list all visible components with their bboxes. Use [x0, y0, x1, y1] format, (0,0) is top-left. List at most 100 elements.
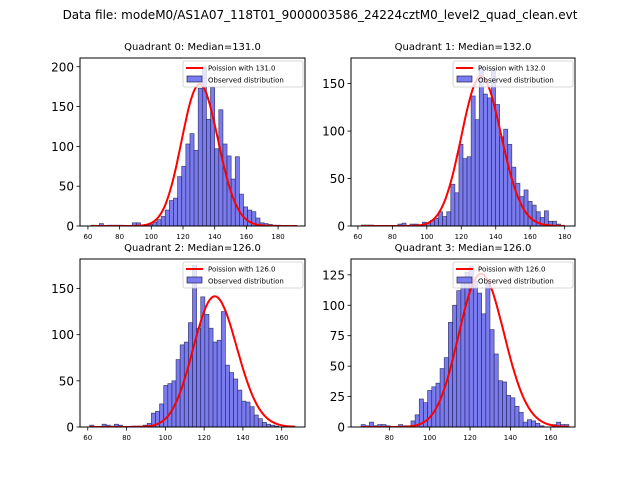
histogram-bar — [225, 364, 230, 427]
histogram-bar — [177, 176, 183, 226]
histogram-bar — [218, 109, 224, 226]
x-tick-label: 180 — [558, 233, 571, 241]
legend: Poission with 131.0 Observed distribution — [182, 60, 304, 88]
poisson-curve — [91, 83, 298, 226]
histogram-bars — [360, 265, 570, 427]
histogram-bar — [237, 389, 243, 427]
legend-label-observed: Observed distribution — [478, 77, 554, 85]
histogram-bar — [535, 422, 541, 427]
histogram-bar — [167, 383, 173, 427]
histogram-bar — [188, 322, 193, 427]
histogram-bar — [189, 133, 195, 226]
x-tick-label: 120 — [455, 233, 468, 241]
y-tick-label: 150 — [322, 77, 345, 91]
subplot-title: Quadrant 0: Median=131.0 — [124, 42, 261, 53]
histogram-bar — [206, 118, 211, 226]
legend: Poission with 126.0 Observed distribution — [182, 261, 304, 289]
histogram-bar — [472, 280, 478, 427]
histogram-bar — [193, 150, 199, 226]
x-tick-label: 80 — [122, 434, 131, 442]
histogram-bar — [514, 405, 520, 427]
x-tick-label: 140 — [236, 434, 249, 442]
histogram-bar — [466, 156, 472, 226]
histogram-bar — [156, 219, 162, 226]
histogram-bar — [454, 192, 460, 226]
legend-label-observed: Observed distribution — [208, 278, 284, 286]
histogram-bar — [477, 292, 482, 427]
legend-label-poisson: Poission with 126.0 — [208, 266, 276, 274]
legend-label-poisson: Poission with 126.0 — [478, 266, 546, 274]
histogram-bar — [539, 425, 545, 427]
x-tick-label: 100 — [159, 434, 172, 442]
y-tick-label: 100 — [51, 140, 74, 154]
histogram-bar — [255, 217, 261, 226]
legend: Poission with 132.0 Observed distribution — [452, 60, 574, 88]
subplot-quadrant-3: Quadrant 3: Median=126.0 0 25 50 75 100 125 80 1… — [322, 243, 576, 442]
legend-box — [182, 261, 304, 289]
histogram-bar — [212, 341, 218, 427]
legend-bar-swatch — [456, 75, 473, 83]
histogram-bar — [458, 144, 464, 226]
histogram-bar — [431, 386, 437, 427]
histogram-bar — [487, 97, 492, 226]
x-tick-label: 100 — [145, 233, 158, 241]
histogram-bar — [239, 193, 244, 226]
y-tick-label: 0 — [337, 421, 345, 435]
subplot-title: Quadrant 1: Median=132.0 — [395, 42, 532, 53]
histogram-bar — [181, 165, 187, 226]
y-tick-label: 150 — [51, 100, 74, 114]
histogram-bar — [442, 216, 448, 226]
y-tick-label: 100 — [322, 299, 345, 313]
axes-frame — [350, 258, 576, 428]
histogram-bar — [262, 422, 267, 427]
y-tick-label: 150 — [51, 282, 74, 296]
histogram-bar — [507, 144, 513, 226]
histogram-bar — [204, 314, 210, 427]
axes-frame — [79, 258, 306, 428]
legend-label-poisson: Poission with 131.0 — [208, 65, 276, 73]
subplot-title: Quadrant 2: Median=126.0 — [124, 243, 261, 254]
histogram-bar — [531, 204, 537, 226]
x-tick-label: 180 — [271, 233, 284, 241]
histogram-bar — [173, 197, 178, 226]
histogram-bar — [233, 378, 239, 427]
histogram-bar — [470, 95, 476, 226]
histogram-bars — [360, 67, 561, 226]
x-tick-label: 80 — [388, 233, 397, 241]
histogram-bar — [491, 68, 496, 226]
histogram-bar — [522, 421, 528, 427]
x-tick-label: 120 — [176, 233, 189, 241]
y-tick-label: 125 — [322, 268, 345, 282]
y-tick-label: 0 — [337, 220, 345, 234]
y-tick-label: 25 — [330, 390, 345, 404]
x-tick-label: 140 — [208, 233, 221, 241]
histogram-bar — [478, 67, 484, 226]
histogram-bar — [216, 339, 222, 427]
histogram-bar — [502, 381, 507, 427]
histogram-bar — [515, 182, 521, 226]
y-tick-label: 50 — [59, 180, 74, 194]
histogram-bar — [427, 390, 433, 427]
histogram-bar — [499, 136, 505, 226]
histogram-bar — [241, 400, 247, 427]
x-tick-label: 160 — [544, 434, 557, 442]
legend-box — [182, 60, 304, 88]
histogram-bar — [523, 189, 529, 226]
histogram-bar — [160, 216, 166, 226]
histogram-bar — [434, 218, 439, 226]
x-tick-label: 100 — [420, 233, 433, 241]
histogram-bar — [511, 166, 517, 226]
histogram-bar — [220, 311, 226, 427]
histogram-bars — [90, 66, 281, 226]
histogram-bar — [489, 329, 495, 427]
histogram-bar — [136, 222, 141, 226]
y-tick-label: 50 — [59, 374, 74, 388]
histogram-bar — [527, 419, 532, 427]
x-tick-label: 160 — [275, 434, 288, 442]
histogram-bar — [481, 313, 487, 427]
y-tick-label: 100 — [322, 125, 345, 139]
x-tick-label: 140 — [504, 434, 517, 442]
axes-frame — [79, 57, 306, 227]
legend-label-observed: Observed distribution — [478, 278, 554, 286]
